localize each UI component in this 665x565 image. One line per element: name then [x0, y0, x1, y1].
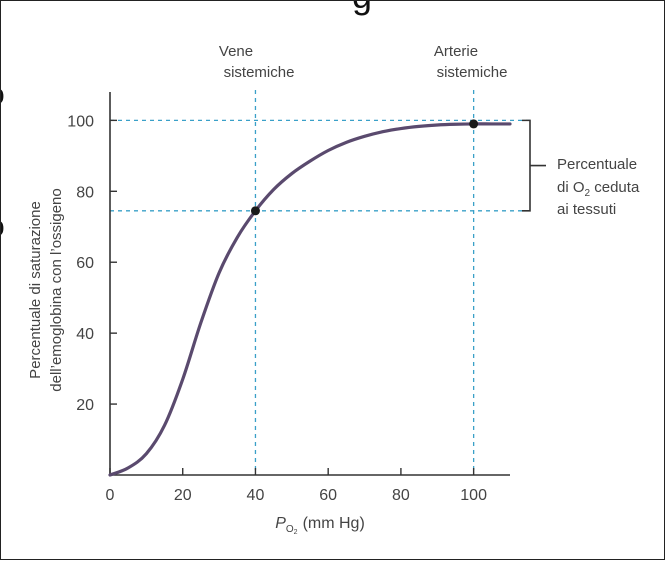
axes: [109, 92, 510, 476]
y-tick-label: 80: [76, 184, 94, 201]
x-axis-label-2: 2: [294, 529, 298, 536]
bracket-label-line2-sub: 2: [585, 188, 591, 199]
x-axis-label-o: O: [286, 524, 294, 535]
bracket-label-line3: ai tessuti: [557, 201, 616, 218]
y-tick-label: 20: [76, 397, 94, 414]
bracket-label-line2-post: ceduta: [590, 179, 640, 196]
x-tick-label: 40: [247, 487, 265, 504]
x-ticks: 0 20 40 60 80 100: [106, 468, 487, 504]
y-tick-label: 40: [76, 326, 94, 343]
marker-points: [250, 119, 479, 216]
bracket-label-line2: di O2 ceduta: [557, 179, 640, 199]
y-axis-label: Percentuale di saturazione dell’emoglobi…: [27, 188, 65, 391]
saturation-curve: [108, 122, 512, 477]
x-axis-label-unit: (mm Hg): [303, 515, 365, 532]
bracket-label-line2-pre: di O: [557, 179, 585, 196]
guide-lines: [110, 90, 530, 475]
y-ticks: 20 40 60 80 100: [67, 113, 117, 414]
bracket-shape: [522, 119, 546, 212]
x-tick-label: 0: [106, 487, 115, 504]
data-point-marker: [469, 119, 479, 129]
x-tick-label: 100: [460, 487, 487, 504]
x-axis-label-p: P: [275, 515, 286, 532]
data-point-marker: [250, 206, 260, 216]
vene-label-line2: sistemiche: [224, 64, 295, 81]
x-tick-label: 20: [174, 487, 192, 504]
y-tick-label: 60: [76, 255, 94, 272]
x-axis-label: PO2 (mm Hg): [275, 515, 365, 536]
y-axis-label-line2: dell’emoglobina con l’ossigeno: [48, 188, 65, 391]
vene-label-line1: Vene: [219, 43, 253, 60]
left-cropped-letter-2: o: [0, 210, 5, 243]
left-cropped-letter-1: o: [0, 78, 5, 111]
y-axis-label-line1: Percentuale di saturazione: [27, 201, 44, 379]
arterie-label-line1: Arterie: [434, 43, 478, 60]
top-cropped-letter: g: [352, 0, 372, 16]
bracket-label-line1: Percentuale: [557, 156, 637, 173]
x-tick-label: 80: [392, 487, 410, 504]
x-tick-label: 60: [319, 487, 337, 504]
y-tick-label: 100: [67, 113, 94, 130]
arterie-label-line2: sistemiche: [437, 64, 508, 81]
